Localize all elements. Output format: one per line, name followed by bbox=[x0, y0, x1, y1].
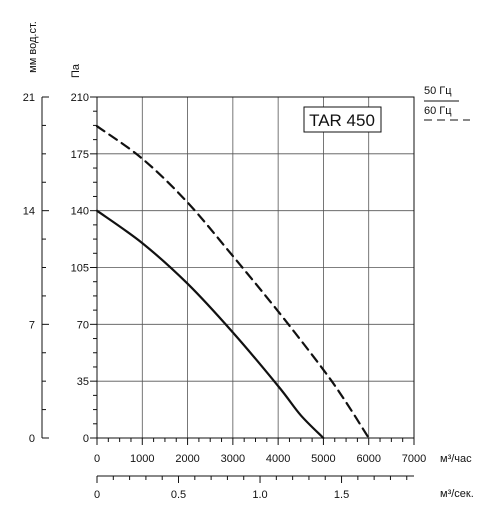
grid bbox=[96, 96, 415, 439]
x-axis-title-secondary: м³/сек. bbox=[440, 488, 474, 500]
legend-label-60hz: 60 Гц bbox=[424, 105, 452, 117]
x-axis-title: м³/час bbox=[440, 453, 472, 465]
y-tick-label: 0 bbox=[83, 433, 89, 445]
x-tick-label: 1000 bbox=[130, 453, 154, 465]
y-axis-title: Па bbox=[70, 63, 82, 78]
series-line-60hz bbox=[95, 125, 370, 440]
y-tick-label: 175 bbox=[71, 149, 89, 161]
x-tick-label: 5000 bbox=[311, 453, 335, 465]
x-tick-label: 0 bbox=[94, 453, 100, 465]
legend: 50 Гц 60 Гц bbox=[424, 85, 470, 121]
y-secondary-tick-label: 0 bbox=[29, 433, 35, 445]
x-tick-label: 2000 bbox=[175, 453, 199, 465]
y-tick-label: 140 bbox=[71, 206, 89, 218]
y-tick-label: 210 bbox=[71, 92, 89, 104]
y-tick-label: 35 bbox=[77, 376, 89, 388]
labels: 0 1000 2000 3000 4000 5000 6000 700003570105140… bbox=[23, 92, 426, 501]
series-line-50hz bbox=[95, 209, 325, 440]
y-secondary-tick-label: 7 bbox=[29, 319, 35, 331]
y-tick-label: 105 bbox=[71, 263, 89, 275]
y-secondary-tick-label: 21 bbox=[23, 92, 35, 104]
x-tick-label: 6000 bbox=[356, 453, 380, 465]
x-tick-label: 7000 bbox=[402, 453, 426, 465]
y-axis-title-secondary: мм вод.ст. bbox=[27, 21, 39, 73]
axes bbox=[41, 96, 415, 483]
chart-title: TAR 450 bbox=[309, 111, 375, 130]
x-secondary-tick-label: 1.5 bbox=[334, 489, 349, 501]
x-secondary-tick-label: 0 bbox=[94, 489, 100, 501]
x-secondary-tick-label: 1.0 bbox=[252, 489, 267, 501]
series bbox=[95, 125, 370, 440]
model-label-box bbox=[303, 106, 382, 133]
legend-label-50hz: 50 Гц bbox=[424, 85, 452, 97]
x-secondary-tick-label: 0.5 bbox=[171, 489, 186, 501]
y-secondary-tick-label: 14 bbox=[23, 206, 35, 218]
x-tick-label: 4000 bbox=[266, 453, 290, 465]
y-tick-label: 70 bbox=[77, 319, 89, 331]
x-tick-label: 3000 bbox=[221, 453, 245, 465]
